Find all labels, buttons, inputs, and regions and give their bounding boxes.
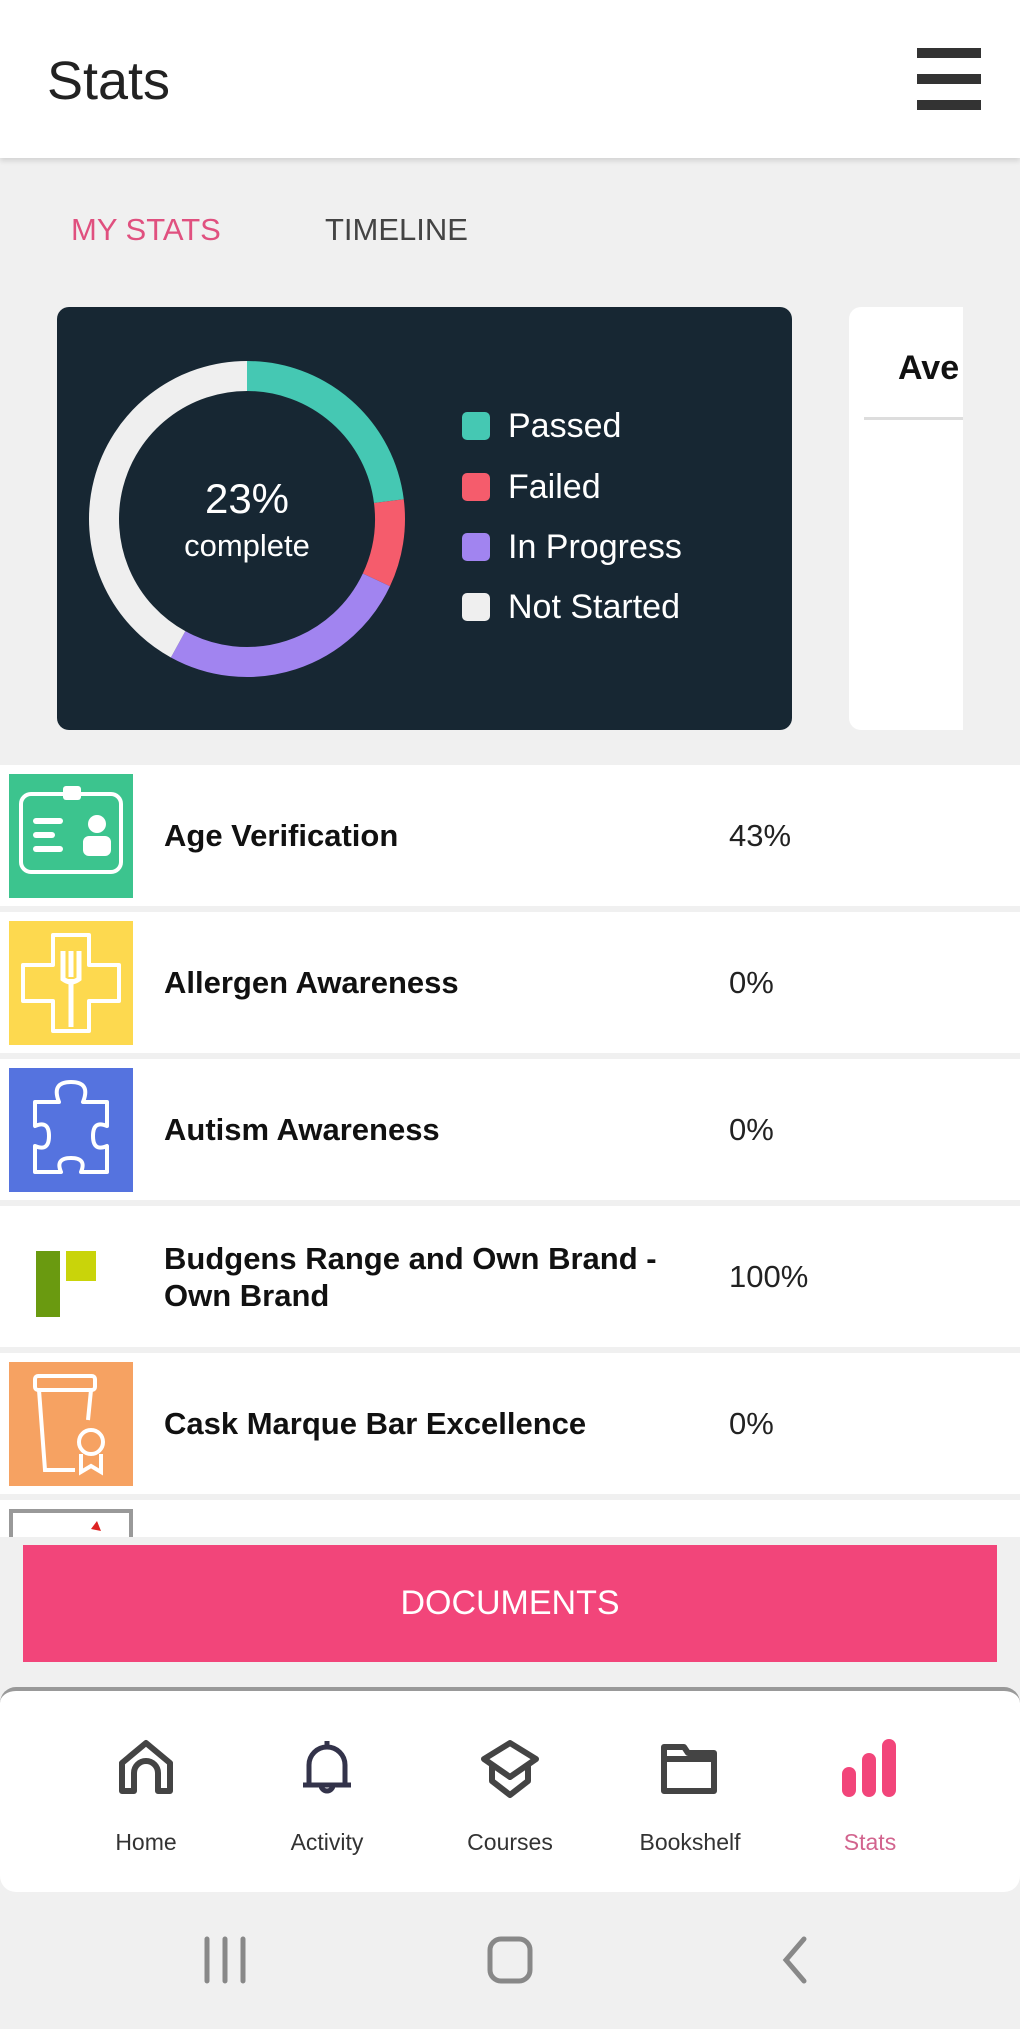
nav-activity[interactable]: Activity xyxy=(237,1691,417,1891)
course-name: Age Verification xyxy=(164,818,399,853)
app-header: Stats xyxy=(0,0,1020,158)
nav-bookshelf[interactable]: Bookshelf xyxy=(600,1691,780,1891)
pint-award-icon xyxy=(9,1362,133,1486)
course-row[interactable]: Age Verification 43% xyxy=(0,765,1020,906)
budgens-logo-icon xyxy=(9,1215,133,1339)
completion-label: complete xyxy=(184,528,310,563)
average-title: Ave xyxy=(898,349,960,387)
course-name: Autism Awareness xyxy=(164,1112,440,1147)
bottom-nav: Home Activity Courses Bookshelf Stats xyxy=(0,1687,1020,1892)
documents-button[interactable]: DOCUMENTS xyxy=(23,1545,997,1662)
graduation-cap-icon xyxy=(481,1740,539,1798)
tab-timeline[interactable]: TIMELINE xyxy=(325,212,468,247)
legend-label: Failed xyxy=(508,467,601,506)
recent-apps-icon[interactable] xyxy=(203,1935,247,1985)
course-row-partial[interactable] xyxy=(0,1500,1020,1537)
donut-slice-not-started xyxy=(89,361,248,658)
nav-home[interactable]: Home xyxy=(56,1691,236,1891)
donut-chart xyxy=(89,361,405,677)
course-list[interactable]: Age Verification 43% Allergen Awareness … xyxy=(0,765,1020,1537)
home-icon xyxy=(119,1740,173,1794)
legend-label: Not Started xyxy=(508,587,680,626)
course-row[interactable]: Cask Marque Bar Excellence 0% xyxy=(0,1353,1020,1494)
legend-passed: Passed xyxy=(462,407,621,445)
nav-label: Courses xyxy=(467,1829,553,1855)
course-percent: 43% xyxy=(729,817,792,853)
hamburger-icon[interactable] xyxy=(917,48,981,110)
course-percent: 0% xyxy=(729,1111,774,1147)
fork-cross-icon xyxy=(9,921,133,1045)
donut-slice-in-progress xyxy=(170,573,390,677)
course-row[interactable]: Budgens Range and Own Brand - Own Brand … xyxy=(0,1206,1020,1347)
legend-swatch xyxy=(462,593,490,621)
tab-my-stats[interactable]: MY STATS xyxy=(71,212,221,247)
divider xyxy=(864,417,963,420)
legend-swatch xyxy=(462,533,490,561)
course-percent: 100% xyxy=(729,1258,809,1294)
course-name: Budgens Range and Own Brand - Own Brand xyxy=(164,1240,657,1313)
folder-icon xyxy=(661,1744,717,1794)
legend-label: In Progress xyxy=(508,527,682,566)
nav-label: Stats xyxy=(843,1829,897,1855)
bar-chart-icon xyxy=(842,1739,896,1797)
legend-swatch xyxy=(462,412,490,440)
course-thumbnail-icon xyxy=(9,1509,133,1537)
course-row[interactable]: Autism Awareness 0% xyxy=(0,1059,1020,1200)
nav-courses[interactable]: Courses xyxy=(420,1691,600,1891)
legend-in-progress: In Progress xyxy=(462,528,682,566)
nav-label: Activity xyxy=(290,1829,364,1855)
nav-stats[interactable]: Stats xyxy=(780,1691,960,1891)
legend-swatch xyxy=(462,473,490,501)
puzzle-icon xyxy=(9,1068,133,1192)
bell-icon xyxy=(303,1741,351,1794)
nav-label: Home xyxy=(115,1829,177,1855)
course-percent: 0% xyxy=(729,1405,774,1441)
course-row[interactable]: Allergen Awareness 0% xyxy=(0,912,1020,1053)
course-percent: 0% xyxy=(729,964,774,1000)
id-card-icon xyxy=(9,774,133,898)
legend-label: Passed xyxy=(508,406,622,445)
course-name: Allergen Awareness xyxy=(164,965,459,1000)
home-button-icon[interactable] xyxy=(486,1935,534,1985)
average-card[interactable]: Ave xyxy=(849,307,963,730)
completion-percent: 23% xyxy=(204,475,290,522)
nav-label: Bookshelf xyxy=(639,1829,741,1855)
course-name: Cask Marque Bar Excellence xyxy=(164,1406,587,1441)
page-title: Stats xyxy=(47,51,171,111)
legend-failed: Failed xyxy=(462,468,601,506)
legend-not-started: Not Started xyxy=(462,588,680,626)
donut-slice-failed xyxy=(362,499,405,587)
donut-slice-passed xyxy=(246,361,404,504)
back-icon[interactable] xyxy=(780,1935,810,1985)
